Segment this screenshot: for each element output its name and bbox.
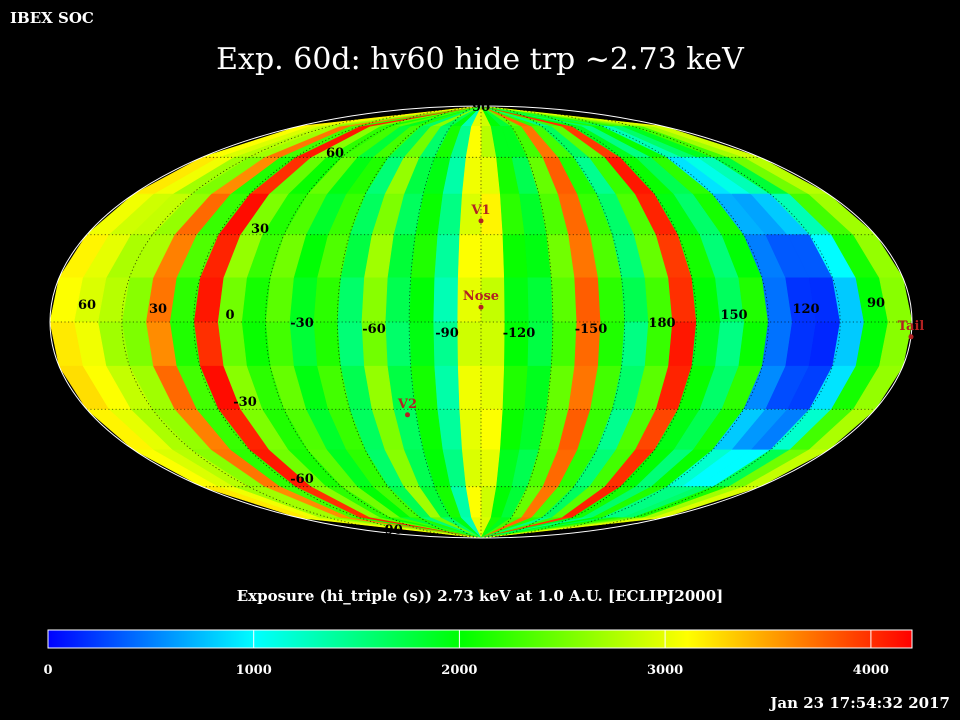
exposure-cell — [433, 365, 460, 410]
longitude-gridline — [480, 106, 626, 538]
marker-v1-label: V1 — [470, 203, 490, 218]
longitude-label: 90 — [867, 296, 885, 311]
longitude-gridline — [408, 106, 482, 538]
exposure-cell — [313, 321, 341, 367]
exposure-cell — [621, 277, 649, 323]
longitude-label: -120 — [503, 326, 536, 341]
longitude-gridline — [480, 106, 697, 538]
graticule — [50, 106, 912, 538]
exposure-cell — [458, 408, 482, 451]
latitude-label: -90 — [379, 523, 403, 538]
timestamp: Jan 23 17:54:32 2017 — [770, 694, 950, 712]
longitude-label: -150 — [575, 322, 608, 337]
exposure-cell — [336, 321, 365, 367]
marker-nose-label: Nose — [463, 289, 499, 304]
longitude-gridline — [193, 106, 482, 538]
exposure-cell — [408, 321, 435, 367]
exposure-cell — [432, 277, 458, 323]
colorbar-tick-label: 2000 — [441, 663, 477, 678]
latitude-label: 30 — [251, 222, 269, 237]
marker-v2-dot — [405, 412, 410, 418]
exposure-cell — [456, 321, 482, 367]
chart-title: Exp. 60d: hv60 hide trp ~2.73 keV — [216, 42, 744, 77]
longitude-label: 120 — [792, 302, 819, 317]
exposure-cell — [457, 234, 482, 279]
colorbar-ticks: 0 1000 2000 3000 4000 — [43, 630, 889, 678]
exposure-cell — [408, 277, 435, 323]
exposure-cell — [480, 365, 505, 410]
exposure-cell — [313, 277, 341, 323]
exposure-cell — [550, 321, 578, 367]
colorbar-tick-label: 3000 — [647, 663, 683, 678]
marker-nose-dot — [478, 304, 484, 310]
exposure-cell — [50, 277, 83, 323]
corner-label: IBEX SOC — [10, 9, 94, 27]
exposure-cell — [597, 277, 626, 323]
exposure-cell — [504, 277, 530, 323]
exposure-cell — [621, 321, 649, 367]
colorbar-title: Exposure (hi_triple (s)) 2.73 keV at 1.0… — [236, 587, 724, 605]
latitude-label: -30 — [233, 395, 257, 410]
latitude-label: -60 — [290, 472, 314, 487]
exposure-cell — [384, 277, 412, 323]
colorbar-tick-label: 4000 — [853, 663, 889, 678]
exposure-cell — [527, 277, 554, 323]
exposure-cell — [550, 277, 578, 323]
marker-v1-dot — [478, 218, 484, 224]
longitude-labels: 60 30 0 -30 -60 -90 -120 -150 180 150 120 90 — [78, 296, 885, 341]
longitude-gridline — [336, 106, 482, 538]
latitude-label: 90 — [472, 100, 490, 115]
longitude-label: -30 — [290, 316, 314, 331]
longitude-label: 180 — [648, 316, 675, 331]
exposure-cell — [879, 277, 912, 323]
markers: Nose V1 V2 Tail — [397, 203, 925, 418]
longitude-label: 150 — [720, 308, 747, 323]
exposure-cell — [384, 321, 412, 367]
latitude-labels: 90 60 30 -30 -60 -90 — [233, 100, 490, 538]
exposure-cell — [480, 234, 505, 279]
exposure-cell — [502, 234, 529, 279]
marker-tail-dot — [908, 334, 914, 340]
longitude-gridline — [480, 106, 554, 538]
exposure-cell — [574, 277, 602, 323]
map-outline — [49, 105, 913, 539]
longitude-gridline — [121, 106, 482, 538]
exposure-cell — [336, 277, 365, 323]
colorbar-tick-label: 0 — [43, 663, 52, 678]
exposure-cell — [480, 408, 504, 451]
longitude-gridline — [265, 106, 482, 538]
exposure-cell — [360, 277, 388, 323]
marker-v2-label: V2 — [397, 397, 417, 412]
marker-tail-label: Tail — [898, 319, 925, 334]
longitude-label: 30 — [149, 302, 167, 317]
exposure-cells — [50, 106, 912, 538]
longitude-label: -90 — [435, 326, 459, 341]
longitude-gridline — [480, 106, 769, 538]
exposure-cell — [457, 365, 482, 410]
longitude-label: 0 — [225, 308, 234, 323]
exposure-cell — [480, 321, 506, 367]
latitude-label: 60 — [326, 146, 344, 161]
longitude-gridline — [480, 106, 841, 538]
exposure-cell — [502, 365, 529, 410]
colorbar-tick-label: 1000 — [236, 663, 272, 678]
exposure-cell — [433, 234, 460, 279]
longitude-label: 60 — [78, 298, 96, 313]
longitude-label: -60 — [362, 322, 386, 337]
colorbar-gradient — [47, 629, 913, 649]
sky-map: 60 30 0 -30 -60 -90 -120 -150 180 150 120 90 90 60 30… — [49, 100, 925, 539]
